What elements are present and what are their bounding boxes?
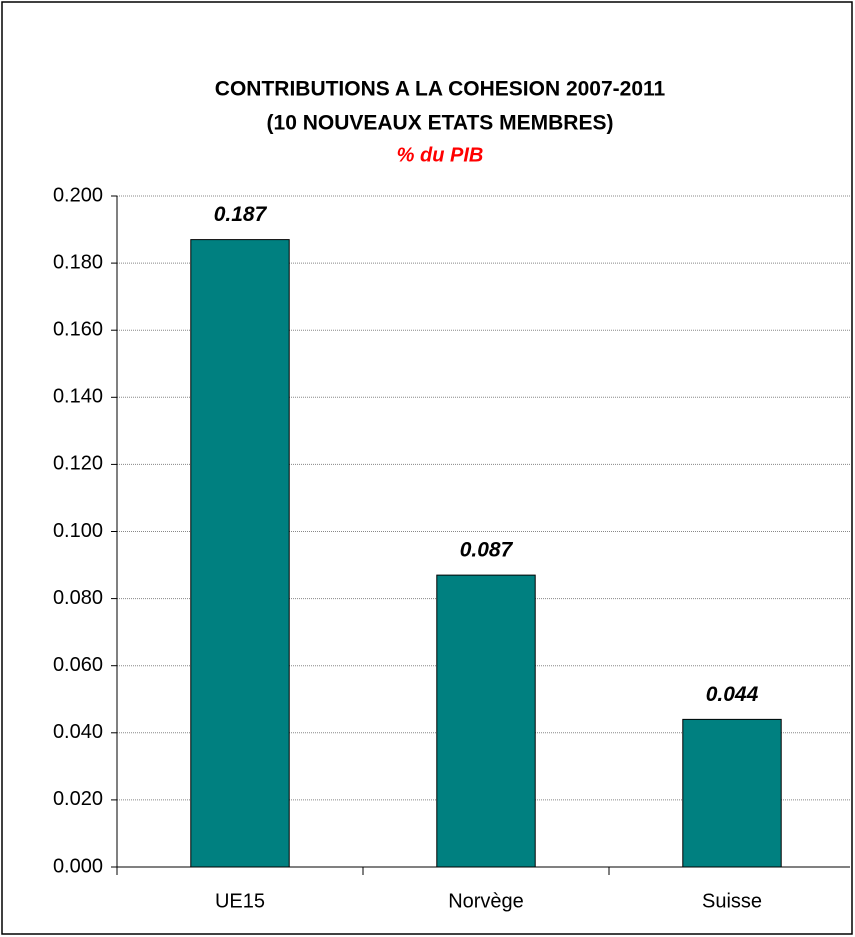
data-label: 0.087	[460, 539, 514, 562]
y-tick-label: 0.040	[53, 721, 103, 743]
bar	[682, 718, 782, 868]
y-tick-label: 0.140	[53, 386, 103, 408]
chart-title: (10 NOUVEAUX ETATS MEMBRES)	[267, 112, 614, 135]
y-tick-label: 0.020	[53, 788, 103, 810]
y-tick-label: 0.160	[53, 318, 103, 340]
chart-subtitle: % du PIB	[397, 144, 484, 166]
y-tick-label: 0.180	[53, 251, 103, 273]
x-tick-label: Suisse	[702, 890, 762, 912]
y-tick-label: 0.200	[53, 184, 103, 206]
x-tick-label: Norvège	[448, 890, 524, 912]
data-label: 0.044	[706, 683, 759, 706]
y-tick-label: 0.120	[53, 453, 103, 475]
bar	[190, 239, 290, 868]
bar	[436, 574, 536, 868]
y-tick-label: 0.000	[53, 855, 103, 877]
chart-title: CONTRIBUTIONS A LA COHESION 2007-2011	[215, 78, 666, 101]
data-label: 0.187	[214, 203, 268, 226]
y-tick-label: 0.060	[53, 654, 103, 676]
x-tick-label: UE15	[215, 890, 265, 912]
y-tick-label: 0.100	[53, 520, 103, 542]
y-tick-label: 0.080	[53, 587, 103, 609]
